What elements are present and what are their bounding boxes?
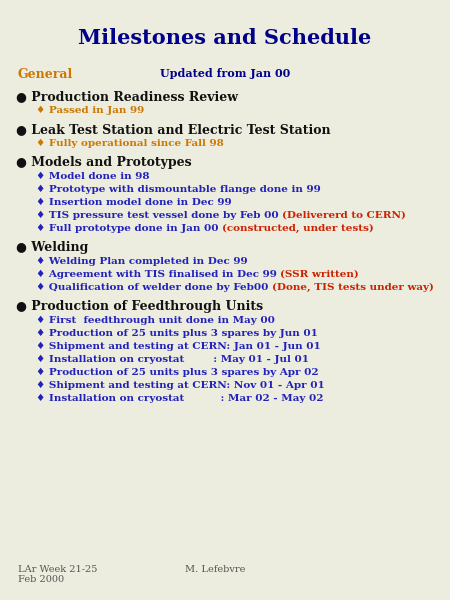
Text: ● Leak Test Station and Electric Test Station: ● Leak Test Station and Electric Test St…	[16, 123, 331, 136]
Text: ● Welding: ● Welding	[16, 241, 88, 254]
Text: ♦ Agreement with TIS finalised in Dec 99: ♦ Agreement with TIS finalised in Dec 99	[36, 270, 280, 279]
Text: General: General	[18, 68, 73, 81]
Text: ♦ Installation on cryostat        : May 01 - Jul 01: ♦ Installation on cryostat : May 01 - Ju…	[36, 355, 309, 364]
Text: ♦ Welding Plan completed in Dec 99: ♦ Welding Plan completed in Dec 99	[36, 257, 248, 266]
Text: (constructed, under tests): (constructed, under tests)	[222, 224, 374, 233]
Text: (Delivererd to CERN): (Delivererd to CERN)	[282, 211, 406, 220]
Text: ♦ Model done in 98: ♦ Model done in 98	[36, 172, 149, 181]
Text: ♦ TIS pressure test vessel done by Feb 00: ♦ TIS pressure test vessel done by Feb 0…	[36, 211, 282, 220]
Text: ♦ Insertion model done in Dec 99: ♦ Insertion model done in Dec 99	[36, 198, 232, 207]
Text: LAr Week 21-25: LAr Week 21-25	[18, 565, 97, 574]
Text: Feb 2000: Feb 2000	[18, 575, 64, 584]
Text: ♦ First  feedthrough unit done in May 00: ♦ First feedthrough unit done in May 00	[36, 316, 275, 325]
Text: ♦ Prototype with dismountable flange done in 99: ♦ Prototype with dismountable flange don…	[36, 185, 321, 194]
Text: ♦ Installation on cryostat          : Mar 02 - May 02: ♦ Installation on cryostat : Mar 02 - Ma…	[36, 394, 324, 403]
Text: ♦ Shipment and testing at CERN: Nov 01 - Apr 01: ♦ Shipment and testing at CERN: Nov 01 -…	[36, 381, 325, 390]
Text: ♦ Production of 25 units plus 3 spares by Jun 01: ♦ Production of 25 units plus 3 spares b…	[36, 329, 318, 338]
Text: ♦ Qualification of welder done by Feb00: ♦ Qualification of welder done by Feb00	[36, 283, 272, 292]
Text: ● Production of Feedthrough Units: ● Production of Feedthrough Units	[16, 300, 263, 313]
Text: ♦ Full prototype done in Jan 00: ♦ Full prototype done in Jan 00	[36, 224, 222, 233]
Text: Milestones and Schedule: Milestones and Schedule	[78, 28, 372, 48]
Text: (Done, TIS tests under way): (Done, TIS tests under way)	[272, 283, 434, 292]
Text: ● Models and Prototypes: ● Models and Prototypes	[16, 156, 192, 169]
Text: ♦ Passed in Jan 99: ♦ Passed in Jan 99	[36, 106, 144, 115]
Text: ♦ Production of 25 units plus 3 spares by Apr 02: ♦ Production of 25 units plus 3 spares b…	[36, 368, 319, 377]
Text: (SSR written): (SSR written)	[280, 270, 359, 279]
Text: M. Lefebvre: M. Lefebvre	[185, 565, 245, 574]
Text: ♦ Fully operational since Fall 98: ♦ Fully operational since Fall 98	[36, 139, 224, 148]
Text: ♦ Shipment and testing at CERN: Jan 01 - Jun 01: ♦ Shipment and testing at CERN: Jan 01 -…	[36, 342, 321, 351]
Text: Updated from Jan 00: Updated from Jan 00	[160, 68, 290, 79]
Text: ● Production Readiness Review: ● Production Readiness Review	[16, 90, 238, 103]
